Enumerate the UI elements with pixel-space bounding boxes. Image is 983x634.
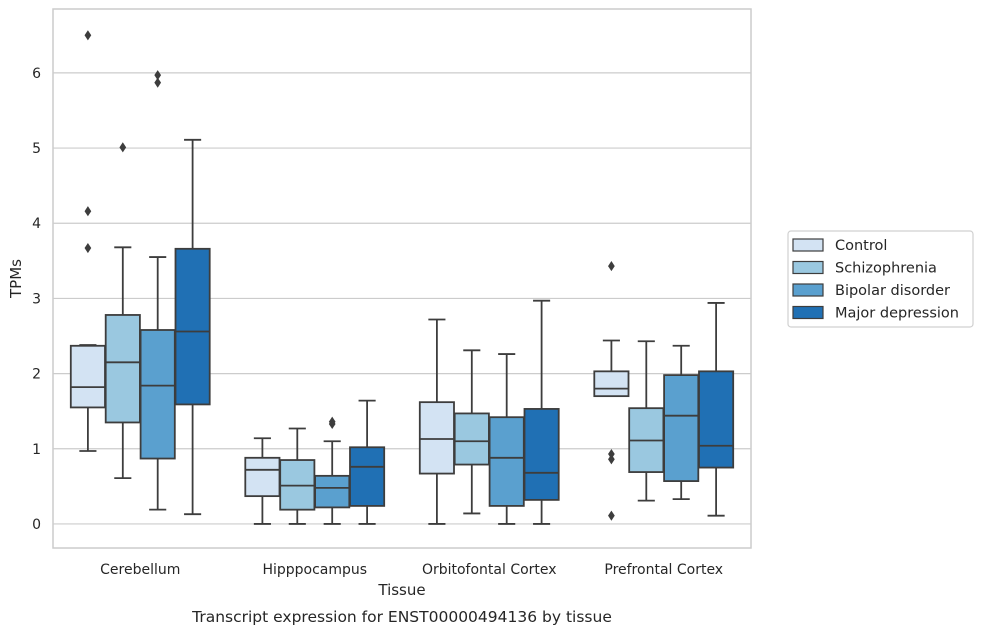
x-tick-label: Orbitofontal Cortex (422, 562, 557, 578)
legend-label: Control (835, 238, 887, 254)
legend-swatch (792, 305, 824, 320)
box-body (453, 412, 490, 466)
x-axis-label: Tissue (377, 581, 425, 599)
box-schizophrenia-1 (279, 427, 316, 525)
box-body (69, 344, 106, 409)
box-bipolar-disorder-1 (314, 416, 351, 525)
box-schizophrenia-0 (104, 142, 141, 479)
outlier-point (84, 243, 92, 254)
y-tick-label: 4 (32, 216, 41, 232)
box-major-depression-0 (174, 138, 211, 516)
outlier-point (154, 70, 162, 81)
outlier-point (154, 77, 162, 88)
legend-swatch (792, 238, 824, 252)
legend-swatch (792, 283, 824, 297)
y-tick-label: 2 (32, 367, 41, 383)
box-body (174, 247, 211, 406)
box-body (663, 374, 700, 482)
box-body (244, 456, 281, 498)
y-tick-label: 3 (32, 291, 41, 307)
box-major-depression-3 (698, 302, 735, 517)
box-schizophrenia-2 (453, 349, 490, 515)
box-schizophrenia-3 (628, 340, 665, 502)
box-bipolar-disorder-0 (139, 70, 176, 511)
outlier-point (328, 416, 336, 427)
outlier-point (608, 510, 615, 521)
outlier-point (608, 261, 615, 272)
y-tick-label: 5 (32, 141, 41, 157)
legend-swatch (792, 260, 824, 275)
box-body (418, 401, 455, 475)
box-body (104, 314, 141, 424)
box-bipolar-disorder-3 (663, 344, 700, 501)
box-body (314, 474, 351, 509)
box-control-1 (244, 437, 281, 525)
box-body (139, 329, 176, 460)
box-groups (69, 30, 735, 525)
outlier-point (608, 454, 615, 465)
legend-label: Major depression (835, 306, 959, 322)
box-body (593, 370, 630, 398)
plot-frame (52, 8, 752, 549)
box-major-depression-2 (523, 299, 560, 525)
box-body (349, 446, 386, 507)
legend-label: Schizophrenia (835, 261, 937, 277)
box-body (523, 408, 560, 501)
x-tick-labels: Cerebellum Hipppocampus Orbitofontal Corte… (100, 562, 723, 578)
y-tick-label: 0 (32, 517, 41, 533)
chart-caption: Transcript expression for ENST0000049413… (191, 608, 612, 626)
box-major-depression-1 (349, 399, 386, 525)
y-tick-label: 6 (32, 66, 41, 82)
y-tick-labels: 0 1 2 3 4 5 6 (32, 66, 41, 533)
outlier-point (608, 448, 615, 460)
box-body (488, 416, 525, 507)
legend: Control Schizophrenia Bipolar disorder Majo… (787, 230, 974, 328)
legend-frame (787, 230, 974, 328)
legend-label: Bipolar disorder (835, 283, 950, 299)
outlier-point (119, 142, 127, 153)
x-tick-label: Prefrontal Cortex (604, 562, 723, 578)
x-tick-label: Cerebellum (100, 562, 180, 578)
y-axis-label: TPMs (7, 259, 25, 299)
outlier-point (84, 30, 92, 41)
box-body (698, 370, 735, 469)
outlier-point (84, 206, 92, 217)
box-control-3 (593, 261, 630, 521)
x-tick-label: Hipppocampus (262, 562, 367, 578)
y-tick-label: 1 (32, 442, 41, 458)
